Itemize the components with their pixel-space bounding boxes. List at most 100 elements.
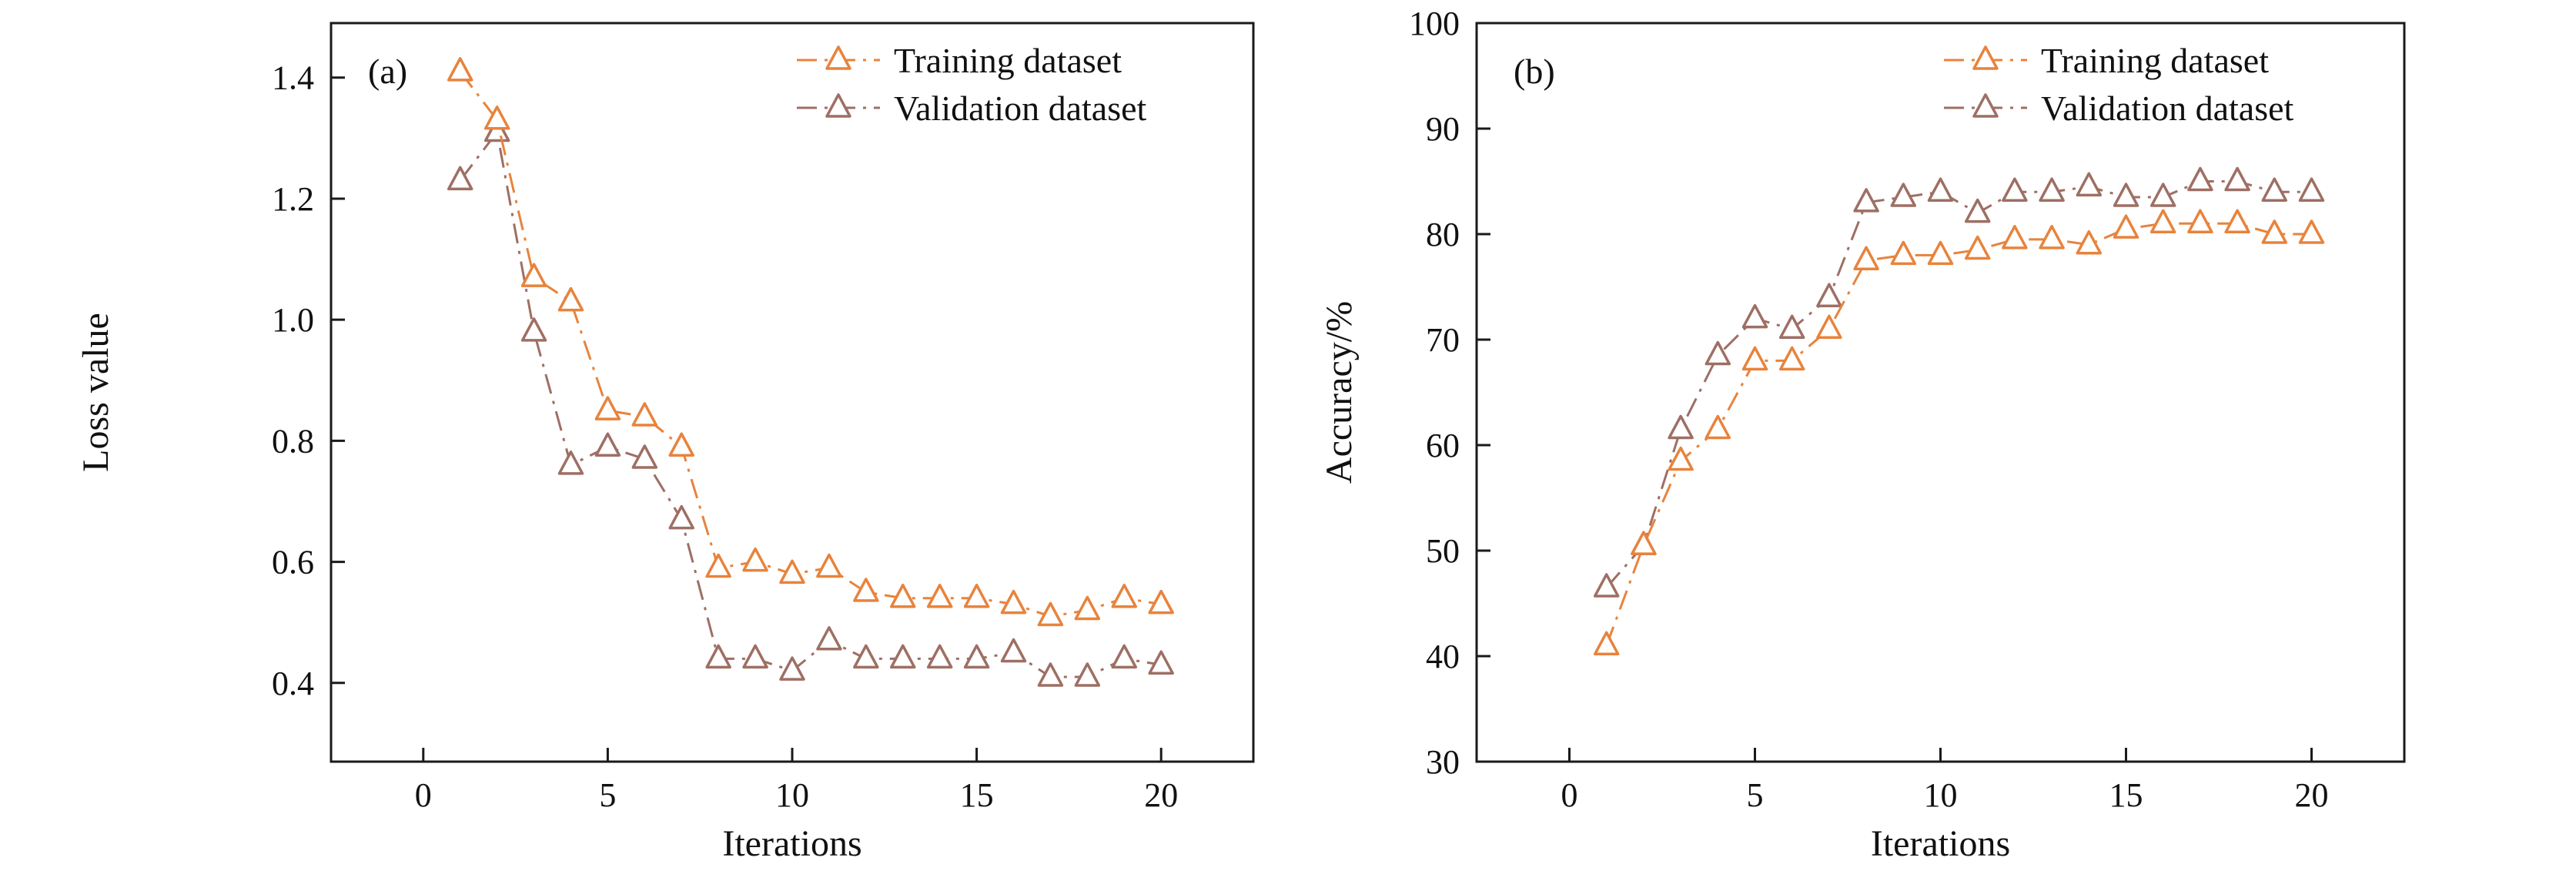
x-tick-label: 10 (775, 776, 809, 814)
y-tick-label: 1.4 (272, 59, 314, 97)
series-validation-dataset (1593, 166, 2325, 598)
marker-validation-dataset (631, 444, 658, 469)
series-line-validation-dataset (459, 129, 1162, 678)
y-tick-label: 0.4 (272, 665, 314, 702)
marker-training-dataset (2076, 229, 2103, 255)
x-tick-label: 20 (2295, 776, 2329, 814)
marker-training-dataset (668, 432, 694, 457)
marker-training-dataset (1037, 601, 1064, 627)
y-axis-label: Loss value (75, 313, 116, 472)
series-training-dataset (1593, 209, 2325, 656)
marker-training-dataset (557, 286, 584, 312)
marker-validation-dataset (1593, 573, 1620, 598)
marker-training-dataset (1000, 589, 1027, 615)
marker-training-dataset (1631, 531, 1657, 555)
series-line-training-dataset (459, 70, 1162, 618)
x-tick-label: 5 (1747, 776, 1764, 814)
x-tick-label: 0 (1561, 776, 1578, 814)
marker-validation-dataset (557, 451, 584, 475)
marker-training-dataset (1705, 414, 1731, 440)
legend-marker (1972, 45, 1999, 70)
marker-validation-dataset (1853, 188, 1879, 213)
y-axis: 0.4 0.6 0.8 1.0 1.2 1.4 (272, 59, 345, 702)
marker-validation-dataset (853, 644, 879, 669)
y-tick-label: 100 (1409, 5, 1460, 42)
marker-validation-dataset (1964, 198, 1991, 223)
marker-training-dataset (1964, 235, 1991, 260)
marker-training-dataset (742, 547, 768, 572)
y-tick-label: 50 (1426, 532, 1460, 570)
marker-validation-dataset (2261, 177, 2288, 202)
marker-validation-dataset (926, 644, 953, 669)
marker-training-dataset (2039, 225, 2065, 250)
marker-training-dataset (447, 57, 473, 82)
marker-training-dataset (2002, 225, 2028, 250)
marker-validation-dataset (2298, 177, 2325, 202)
legend-label: Validation dataset (894, 89, 1147, 128)
marker-training-dataset (1593, 631, 1620, 656)
marker-validation-dataset (447, 166, 473, 191)
marker-training-dataset (631, 402, 658, 427)
marker-training-dataset (816, 553, 842, 578)
plot-frame (330, 22, 1255, 763)
marker-training-dataset (594, 396, 621, 420)
marker-training-dataset (1927, 240, 1954, 266)
marker-validation-dataset (890, 644, 916, 669)
marker-validation-dataset (1816, 283, 1842, 307)
series-training-dataset (447, 57, 1174, 627)
y-tick-label: 80 (1426, 216, 1460, 253)
y-tick-label: 40 (1426, 638, 1460, 675)
marker-validation-dataset (1927, 177, 1954, 202)
marker-training-dataset (520, 263, 547, 287)
marker-training-dataset (1741, 346, 1768, 371)
marker-validation-dataset (1741, 303, 1768, 329)
x-axis: 0 5 10 15 20 (1561, 748, 2329, 814)
y-tick-label: 30 (1426, 743, 1460, 781)
panel-label: (b) (1514, 52, 1555, 91)
marker-validation-dataset (1148, 650, 1174, 675)
x-axis: 0 5 10 15 20 (415, 748, 1178, 814)
marker-training-dataset (2298, 219, 2325, 244)
x-axis-label: Iterations (722, 823, 861, 864)
marker-validation-dataset (1074, 662, 1101, 687)
y-axis: 30 40 50 60 70 80 90 100 (1409, 5, 1490, 781)
marker-validation-dataset (2076, 172, 2103, 197)
legend-label: Validation dataset (2041, 89, 2294, 128)
marker-training-dataset (2224, 209, 2250, 234)
legend: Training dataset Validation dataset (797, 41, 1147, 128)
marker-validation-dataset (1000, 638, 1027, 663)
marker-validation-dataset (1668, 414, 1694, 440)
y-tick-label: 0.6 (272, 544, 314, 581)
panel-label: (a) (368, 52, 407, 91)
marker-training-dataset (2113, 214, 2139, 239)
y-tick-label: 60 (1426, 427, 1460, 464)
marker-validation-dataset (1705, 340, 1731, 366)
marker-validation-dataset (742, 644, 768, 669)
marker-validation-dataset (2224, 166, 2250, 192)
legend-label: Training dataset (894, 41, 1122, 80)
x-tick-label: 0 (415, 776, 432, 814)
marker-training-dataset (483, 106, 510, 130)
marker-training-dataset (2187, 209, 2213, 234)
y-tick-label: 0.8 (272, 422, 314, 460)
y-tick-label: 70 (1426, 321, 1460, 359)
x-axis-label: Iterations (1871, 823, 2010, 864)
marker-training-dataset (1111, 584, 1138, 608)
marker-validation-dataset (779, 656, 805, 681)
marker-training-dataset (2149, 209, 2176, 234)
marker-training-dataset (963, 584, 990, 608)
marker-training-dataset (1148, 589, 1174, 615)
y-tick-label: 90 (1426, 110, 1460, 148)
marker-training-dataset (1890, 240, 1917, 266)
marker-validation-dataset (2002, 177, 2028, 202)
marker-validation-dataset (1890, 183, 1917, 207)
marker-validation-dataset (816, 626, 842, 651)
chart-loss-panel-a: 0 5 10 15 20 0.4 0.6 0.8 1.0 1.2 1.4 Iterations Loss… (75, 22, 1255, 864)
y-tick-label: 1.0 (272, 301, 314, 339)
marker-validation-dataset (2187, 166, 2213, 192)
marker-training-dataset (1778, 346, 1805, 371)
y-tick-label: 1.2 (272, 180, 314, 218)
x-tick-label: 15 (960, 776, 994, 814)
marker-training-dataset (2261, 219, 2288, 244)
marker-training-dataset (1816, 314, 1842, 340)
